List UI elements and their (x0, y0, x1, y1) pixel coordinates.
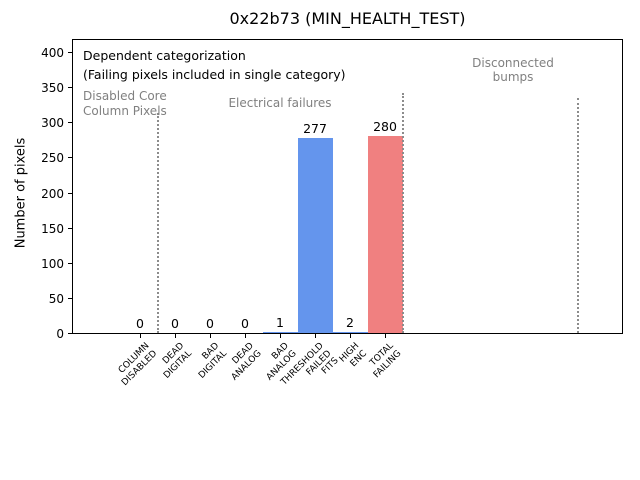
region-label: Disabled Core Column Pixels (83, 89, 167, 118)
y-tick-label: 400 (41, 46, 64, 61)
note-line-1: Dependent categorization (83, 48, 246, 63)
x-tick-mark (279, 334, 281, 338)
x-tick-label: DEAD ANALOG (229, 341, 264, 383)
y-tick-mark (68, 227, 72, 229)
y-tick-mark (68, 122, 72, 124)
y-tick-label: 250 (41, 151, 64, 166)
x-tick-mark (314, 334, 316, 338)
x-tick-label: TOTAL FAILING (368, 341, 404, 380)
y-tick-label: 0 (56, 327, 64, 341)
y-tick-mark (68, 157, 72, 159)
x-tick-mark (244, 334, 246, 338)
bar-value-label: 0 (171, 316, 179, 331)
region-separator-line (576, 98, 579, 333)
region-label: Electrical failures (228, 96, 332, 110)
bar-value-label: 0 (136, 316, 144, 331)
bar-value-label: 2 (346, 315, 354, 330)
y-tick-mark (68, 333, 72, 334)
y-tick-mark (68, 192, 72, 194)
bar (332, 332, 368, 333)
region-separator-line (156, 113, 159, 333)
x-tick-mark (209, 334, 211, 338)
y-tick-label: 350 (41, 81, 64, 96)
y-tick-mark (68, 297, 72, 299)
x-tick-mark (139, 334, 141, 338)
bar-value-label: 1 (276, 315, 284, 330)
region-separator-line (401, 93, 404, 333)
bar (262, 332, 298, 333)
x-tick-mark (349, 334, 351, 338)
y-tick-label: 300 (41, 116, 64, 131)
bar-value-label: 0 (206, 316, 214, 331)
x-tick-label: BAD DIGITAL (196, 341, 229, 381)
note-line-2: (Failing pixels included in single categ… (83, 67, 346, 82)
x-tick-mark (174, 334, 176, 338)
bar-value-label: 277 (303, 121, 327, 136)
x-tick-label: DEAD DIGITAL (160, 341, 194, 381)
chart-title: 0x22b73 (MIN_HEALTH_TEST) (229, 9, 466, 28)
region-label: Disconnected bumps (472, 56, 554, 84)
x-tick-label: COLUMN DISABLED (116, 341, 159, 388)
y-tick-label: 200 (41, 186, 64, 201)
bar-value-label: 0 (241, 316, 249, 331)
y-tick-label: 100 (41, 256, 64, 271)
y-tick-mark (68, 262, 72, 264)
x-tick-label: HIGH ENC (337, 341, 369, 369)
y-tick-mark (68, 87, 72, 89)
y-tick-label: 150 (41, 221, 64, 236)
y-tick-label: 50 (48, 291, 64, 306)
plot-area: Dependent categorization (Failing pixels… (72, 39, 623, 334)
annotation-note: Dependent categorization (Failing pixels… (83, 46, 346, 84)
bar (367, 136, 403, 333)
x-tick-mark (384, 334, 386, 338)
y-tick-mark (68, 52, 72, 54)
bar (297, 138, 333, 333)
bar-value-label: 280 (373, 119, 397, 134)
